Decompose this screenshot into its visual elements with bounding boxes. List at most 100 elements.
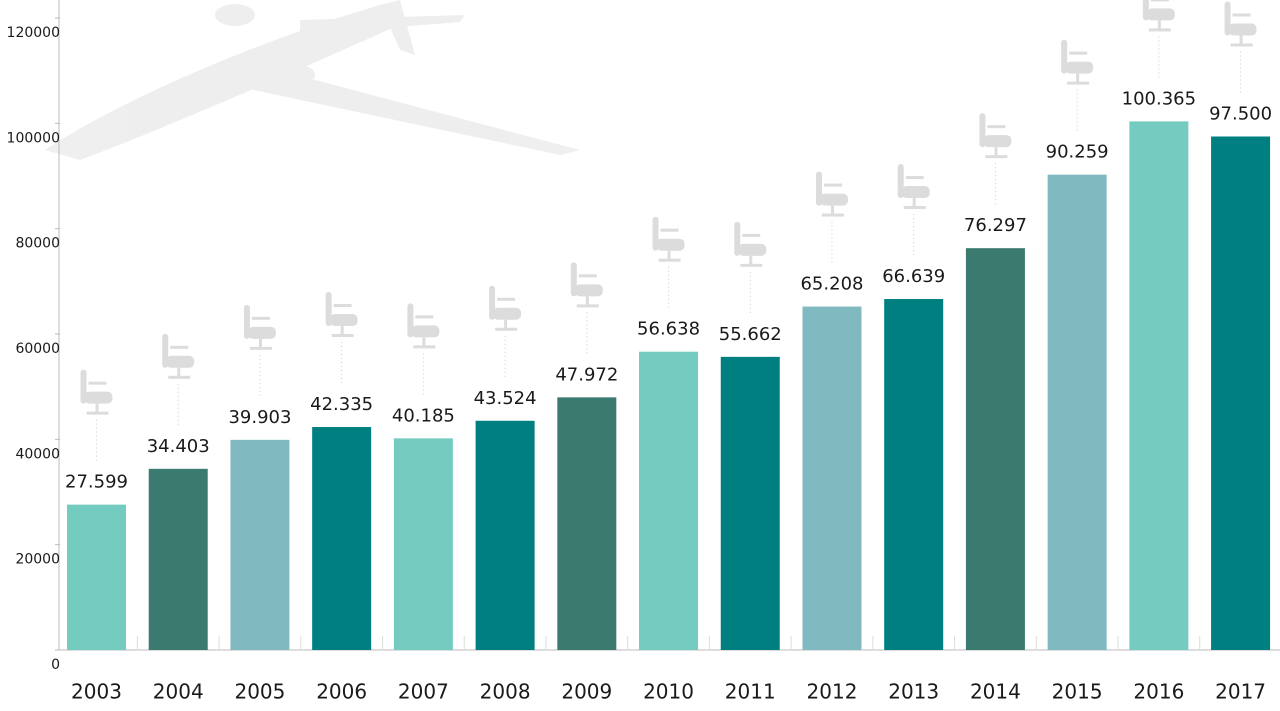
chair-foot bbox=[985, 155, 1007, 158]
chair-foot bbox=[332, 334, 354, 337]
chair-icon bbox=[162, 334, 194, 379]
bar bbox=[1211, 137, 1270, 651]
x-tick-label: 2017 bbox=[1215, 680, 1266, 704]
value-label: 90.259 bbox=[1046, 142, 1109, 163]
x-tick-label: 2010 bbox=[643, 680, 694, 704]
chair-icon bbox=[407, 303, 439, 348]
x-tick-label: 2011 bbox=[725, 680, 776, 704]
x-tick-label: 2014 bbox=[970, 680, 1021, 704]
chair-foot bbox=[822, 214, 844, 217]
bar bbox=[67, 505, 126, 650]
chair-arm bbox=[252, 317, 270, 320]
x-tick-label: 2016 bbox=[1133, 680, 1184, 704]
chair-foot bbox=[577, 304, 599, 307]
value-label: 47.972 bbox=[555, 364, 618, 385]
x-tick-label: 2009 bbox=[561, 680, 612, 704]
value-label: 55.662 bbox=[719, 324, 782, 345]
chair-foot bbox=[740, 264, 762, 267]
chair-seat bbox=[738, 244, 766, 256]
value-label: 100.365 bbox=[1122, 88, 1196, 109]
chair-icon bbox=[979, 113, 1011, 158]
bar bbox=[639, 352, 698, 650]
chair-foot bbox=[1149, 28, 1171, 31]
bar bbox=[557, 397, 616, 650]
chair-icon bbox=[898, 164, 930, 209]
chair-foot bbox=[1231, 44, 1253, 47]
x-tick-label: 2004 bbox=[153, 680, 204, 704]
x-tick-label: 2008 bbox=[480, 680, 531, 704]
y-tick-label: 0 bbox=[51, 657, 60, 673]
airplane-decoration bbox=[45, 0, 580, 160]
chair-arm bbox=[1151, 0, 1169, 1]
bar bbox=[312, 427, 371, 650]
chair-icon bbox=[734, 222, 766, 267]
x-tick-label: 2015 bbox=[1052, 680, 1103, 704]
chair-arm bbox=[170, 346, 188, 349]
chair-seat bbox=[1229, 24, 1257, 36]
chair-arm bbox=[1233, 14, 1251, 17]
chair-icon bbox=[326, 292, 358, 337]
chair-seat bbox=[411, 325, 439, 337]
bar bbox=[721, 357, 780, 650]
y-tick-label: 60000 bbox=[15, 341, 60, 357]
x-tick-label: 2006 bbox=[316, 680, 367, 704]
chair-foot bbox=[413, 345, 435, 348]
chair-seat bbox=[330, 314, 358, 326]
bar bbox=[149, 469, 208, 650]
value-label: 43.524 bbox=[474, 388, 537, 409]
bar bbox=[802, 307, 861, 650]
chair-foot bbox=[1067, 82, 1089, 85]
y-tick-label: 100000 bbox=[7, 130, 60, 146]
chart: 020000400006000080000100000120000200327.… bbox=[0, 0, 1280, 711]
chair-seat bbox=[248, 327, 276, 339]
chair-arm bbox=[89, 382, 107, 385]
chair-arm bbox=[334, 304, 352, 307]
bar bbox=[394, 438, 453, 650]
chair-arm bbox=[987, 125, 1005, 128]
chair-seat bbox=[902, 186, 930, 198]
chair-seat bbox=[657, 239, 685, 251]
chair-foot bbox=[659, 259, 681, 262]
value-label: 66.639 bbox=[882, 266, 945, 287]
chair-seat bbox=[85, 392, 113, 404]
value-label: 97.500 bbox=[1209, 104, 1272, 125]
chair-foot bbox=[904, 206, 926, 209]
chair-seat bbox=[983, 135, 1011, 147]
y-tick-label: 120000 bbox=[7, 25, 60, 41]
bar bbox=[966, 248, 1025, 650]
value-label: 65.208 bbox=[800, 274, 863, 295]
value-label: 34.403 bbox=[147, 436, 210, 457]
chair-foot bbox=[495, 328, 517, 331]
bar bbox=[1129, 121, 1188, 650]
chair-icon bbox=[1143, 0, 1175, 31]
chair-arm bbox=[415, 315, 433, 318]
value-label: 76.297 bbox=[964, 215, 1027, 236]
x-tick-label: 2013 bbox=[888, 680, 939, 704]
chair-arm bbox=[1069, 52, 1087, 55]
y-tick-label: 20000 bbox=[15, 552, 60, 568]
y-tick-label: 80000 bbox=[15, 236, 60, 252]
value-label: 39.903 bbox=[228, 407, 291, 428]
chair-icon bbox=[489, 286, 521, 331]
chair-arm bbox=[497, 298, 515, 301]
chair-seat bbox=[493, 308, 521, 320]
chair-seat bbox=[1147, 8, 1175, 20]
x-tick-label: 2005 bbox=[234, 680, 285, 704]
chair-arm bbox=[824, 184, 842, 187]
chair-icon bbox=[816, 172, 848, 217]
chair-seat bbox=[1065, 62, 1093, 74]
chair-icon bbox=[81, 370, 113, 415]
chair-foot bbox=[250, 347, 272, 350]
chair-arm bbox=[661, 229, 679, 232]
value-label: 56.638 bbox=[637, 319, 700, 340]
y-tick-label: 40000 bbox=[15, 446, 60, 462]
chair-icon bbox=[571, 262, 603, 307]
value-label: 40.185 bbox=[392, 405, 455, 426]
chair-icon bbox=[1225, 2, 1257, 47]
bar bbox=[476, 421, 535, 650]
value-label: 27.599 bbox=[65, 472, 128, 493]
chair-icon bbox=[1061, 40, 1093, 85]
x-tick-label: 2012 bbox=[807, 680, 858, 704]
chair-arm bbox=[742, 234, 760, 237]
chair-icon bbox=[653, 217, 685, 262]
